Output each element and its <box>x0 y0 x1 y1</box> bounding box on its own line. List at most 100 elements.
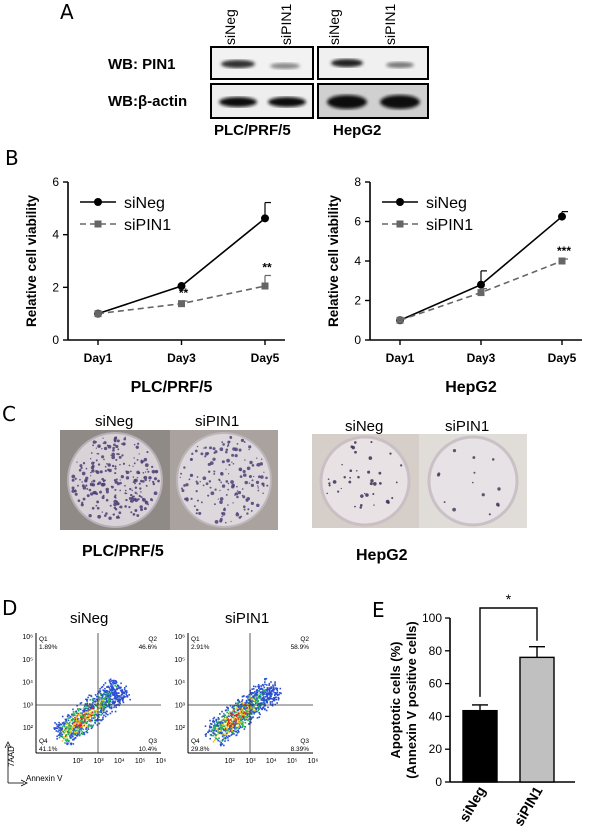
colony <box>131 495 135 498</box>
flow-event <box>239 708 242 711</box>
flow-event <box>232 717 235 720</box>
colony <box>82 462 86 465</box>
flow-event <box>241 711 244 714</box>
flow-event <box>100 697 103 700</box>
flow-event <box>101 696 104 699</box>
flow-event <box>88 724 90 727</box>
colony <box>220 471 223 475</box>
y-tick-label: 2 <box>354 294 361 308</box>
flow-event <box>87 728 90 730</box>
colony <box>243 508 246 511</box>
colony <box>241 488 244 490</box>
flow-event <box>108 703 110 706</box>
colony <box>249 460 253 465</box>
colony <box>113 436 118 440</box>
colony <box>107 444 112 449</box>
flow-event <box>106 710 108 713</box>
flow-event <box>254 685 257 688</box>
flow-event <box>111 689 114 692</box>
flow-event <box>268 689 271 692</box>
colony <box>134 509 138 513</box>
flow-event <box>85 705 88 707</box>
colony <box>103 458 105 461</box>
colony <box>90 452 93 454</box>
flow-event <box>219 726 221 729</box>
flow-event <box>233 710 236 712</box>
flow-event <box>100 711 102 713</box>
flow-event <box>54 728 56 730</box>
flow-event <box>259 704 262 707</box>
colony <box>115 458 118 461</box>
flow-event <box>218 727 220 729</box>
flow-event <box>253 706 255 708</box>
colony <box>113 495 117 499</box>
colony <box>228 440 231 443</box>
flow-event <box>274 692 277 694</box>
flow-event <box>250 693 253 696</box>
flow-event <box>254 700 256 703</box>
flow-event <box>231 720 233 723</box>
colony <box>221 515 223 518</box>
colony <box>90 475 92 477</box>
flow-event <box>74 722 76 725</box>
flow-event <box>69 735 71 737</box>
flow-x-tick: 10² <box>225 758 236 765</box>
flow-event <box>227 712 230 715</box>
flow-event <box>263 686 266 689</box>
flow-event <box>252 708 255 710</box>
flow-event <box>243 728 246 730</box>
flow-event <box>59 728 62 730</box>
flow-event <box>97 713 100 716</box>
flow-event <box>218 732 221 735</box>
flow-event <box>217 731 220 734</box>
flow-event <box>71 733 74 735</box>
flow-event <box>64 722 66 725</box>
flow-event <box>94 703 96 706</box>
flow-event <box>215 719 217 721</box>
flow-event <box>62 725 64 728</box>
flow-event <box>227 718 229 721</box>
colony <box>247 508 250 511</box>
flow-event <box>58 736 61 739</box>
flow-event <box>98 696 101 699</box>
flow-event <box>268 692 271 694</box>
data-point <box>396 316 404 324</box>
y-axis-label-2: (Annexin V positive cells) <box>404 621 419 779</box>
flow-event <box>82 728 85 731</box>
flow-event <box>80 713 83 716</box>
flow-event <box>75 710 78 713</box>
flow-event <box>240 707 242 709</box>
flow-event <box>249 697 252 700</box>
colony <box>203 447 205 449</box>
flow-event <box>224 714 226 717</box>
significance-mark: ** <box>262 260 272 274</box>
flow-event <box>238 712 241 715</box>
colony-label: siPIN1 <box>195 413 240 430</box>
flow-event <box>225 718 228 720</box>
flow-event <box>268 691 271 693</box>
flow-event <box>80 715 82 717</box>
colony <box>217 498 219 500</box>
flow-event <box>224 718 226 721</box>
colony <box>242 469 246 474</box>
flow-event <box>119 689 122 692</box>
flow-event <box>68 727 71 730</box>
flow-event <box>227 707 229 710</box>
flow-event <box>77 712 80 715</box>
flow-event <box>239 712 242 714</box>
colony <box>71 474 76 479</box>
colony <box>113 506 117 510</box>
colony <box>101 511 104 513</box>
flow-event <box>256 699 258 702</box>
flow-event <box>87 717 90 719</box>
colony <box>103 441 107 445</box>
colony <box>221 441 224 444</box>
flow-event <box>268 687 271 689</box>
flow-event <box>122 697 124 700</box>
flow-event <box>123 695 125 697</box>
flow-event <box>115 697 118 699</box>
colony <box>101 482 106 487</box>
flow-event <box>98 713 101 716</box>
flow-event <box>96 695 98 698</box>
flow-event <box>220 724 223 727</box>
